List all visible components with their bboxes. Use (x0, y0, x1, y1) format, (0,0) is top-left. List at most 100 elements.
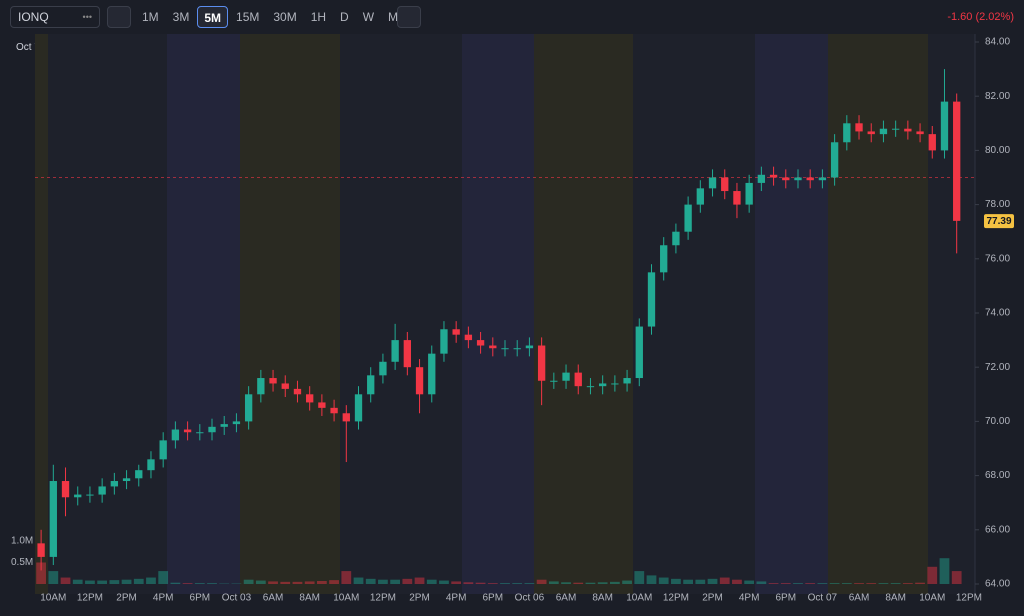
volume-bar (683, 579, 693, 584)
candle-body (745, 182, 753, 205)
interval-button[interactable]: 1M (142, 10, 159, 24)
volume-bar (658, 577, 669, 584)
volume-bar (780, 583, 791, 584)
y-tick-label: 82.00 (985, 91, 1010, 102)
candle-body (428, 353, 436, 395)
volume-bar (561, 582, 571, 584)
candle-body (86, 494, 94, 496)
candle-body (928, 134, 936, 151)
volume-bar (927, 566, 938, 584)
candle-body (769, 174, 778, 178)
volume-bar (426, 579, 437, 584)
y-tick-label: 64.00 (985, 579, 1010, 590)
y-tick-label: 68.00 (985, 470, 1010, 481)
calendar-button[interactable] (397, 6, 421, 28)
volume-bar (829, 583, 840, 584)
volume-bar (304, 581, 315, 584)
candle-body (37, 543, 45, 557)
candle-body (342, 413, 350, 422)
x-tick-label: 4PM (153, 593, 174, 604)
volume-bar (597, 582, 608, 584)
interval-button[interactable]: 3M (172, 10, 190, 24)
symbol-search[interactable]: IONQ ••• (10, 6, 100, 28)
premarket-band (534, 34, 633, 594)
candle-body (159, 440, 167, 460)
candle-body (476, 340, 485, 346)
candle-body (244, 394, 253, 422)
candle-body (379, 361, 387, 376)
volume-bar (487, 583, 498, 584)
afterhours-band (755, 34, 828, 594)
interval-button[interactable]: D (340, 10, 349, 24)
candle-body (257, 378, 265, 395)
volume-bar (243, 579, 254, 584)
x-tick-label: 12PM (77, 593, 103, 604)
candle-body (49, 481, 57, 557)
candle-body (647, 272, 656, 327)
interval-button[interactable]: 30M (273, 10, 297, 24)
candle-body (367, 375, 375, 395)
ticker: IONQ (18, 10, 49, 24)
candle-body (232, 421, 241, 425)
y-tick-label: 80.00 (985, 145, 1010, 156)
volume-bar (512, 583, 523, 584)
interval-button[interactable]: M (388, 10, 399, 24)
candle-body (501, 348, 509, 350)
volume-bar (365, 578, 376, 584)
volume-bar (585, 582, 596, 584)
candle-body (611, 383, 619, 385)
x-tick-label: 12PM (956, 593, 982, 604)
x-tick-label: Oct 06 (515, 593, 545, 604)
interval-button[interactable]: W (362, 10, 375, 24)
info-date: Oct 7 (16, 42, 40, 53)
candle-body (684, 204, 692, 232)
candle-body (196, 432, 204, 434)
volume-bar (439, 580, 449, 584)
candle-body (635, 326, 643, 379)
volume-bar (890, 583, 901, 584)
x-tick-label: Oct 03 (222, 593, 252, 604)
interval-button[interactable]: 1H (310, 10, 327, 24)
candle-body (306, 394, 314, 403)
candle-body (525, 345, 534, 349)
interval-button[interactable]: 5M (197, 6, 229, 28)
x-tick-label: 2PM (702, 593, 723, 604)
candle-body (281, 383, 289, 389)
volume-bar (72, 579, 83, 584)
volume-bar (902, 583, 913, 584)
candle-body (574, 372, 582, 387)
y-tick-label: 70.00 (985, 416, 1010, 427)
volume-bar (756, 581, 767, 584)
volume-bar (609, 581, 620, 584)
x-tick-label: 2PM (409, 593, 430, 604)
x-tick-label: 6AM (263, 593, 284, 604)
x-tick-label: 6PM (483, 593, 504, 604)
candle-body (891, 128, 900, 130)
candle-body (135, 470, 143, 479)
last-price-label: 77.39 (986, 216, 1011, 227)
x-tick-label: 4PM (446, 593, 467, 604)
x-tick-label: 8AM (299, 593, 320, 604)
candle-body (489, 345, 497, 349)
volume-bar (341, 571, 352, 584)
chart-style-button[interactable] (107, 6, 131, 28)
candle-body (867, 131, 875, 135)
candle-body (599, 383, 607, 387)
volume-bar (744, 580, 755, 584)
afterhours-band (167, 34, 240, 594)
volume-bar (793, 583, 803, 584)
volume-bar (121, 579, 132, 584)
candle-body (537, 345, 546, 381)
candle-body (147, 459, 155, 471)
candle-body (623, 378, 631, 384)
premarket-band (240, 34, 340, 594)
candle-body (757, 174, 766, 183)
volume-bar (475, 582, 486, 584)
volume-bar (48, 571, 59, 584)
volume-bar (707, 578, 718, 584)
volume-bar (255, 580, 266, 584)
interval-button[interactable]: 15M (236, 10, 260, 24)
candle-body (660, 245, 668, 273)
candle-body (672, 231, 680, 246)
volume-bar (402, 578, 413, 584)
